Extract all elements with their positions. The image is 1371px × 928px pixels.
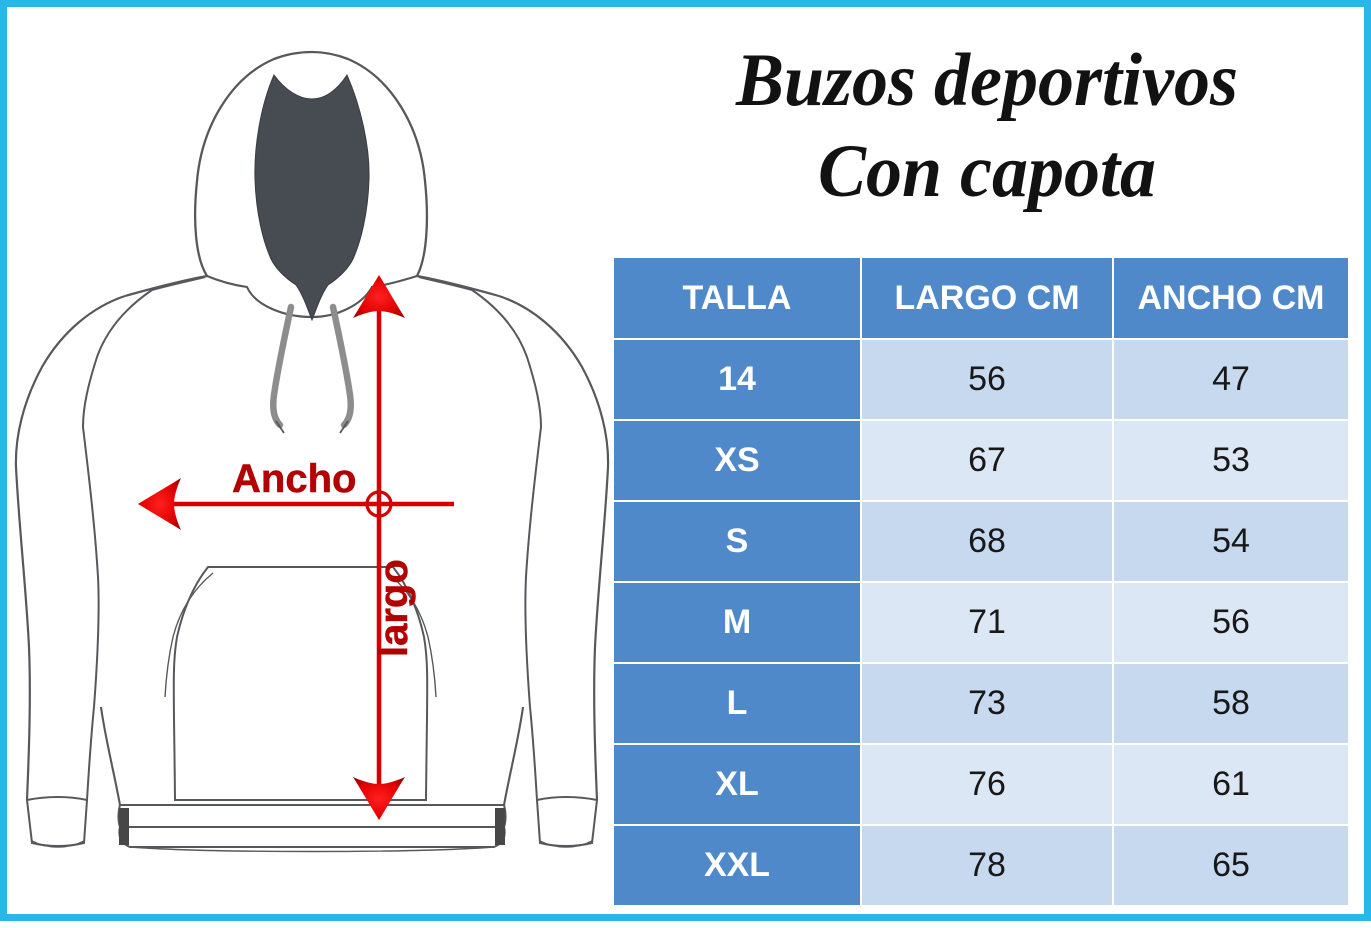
svg-text:Ancho: Ancho [232, 457, 356, 501]
svg-text:largo: largo [372, 559, 416, 657]
